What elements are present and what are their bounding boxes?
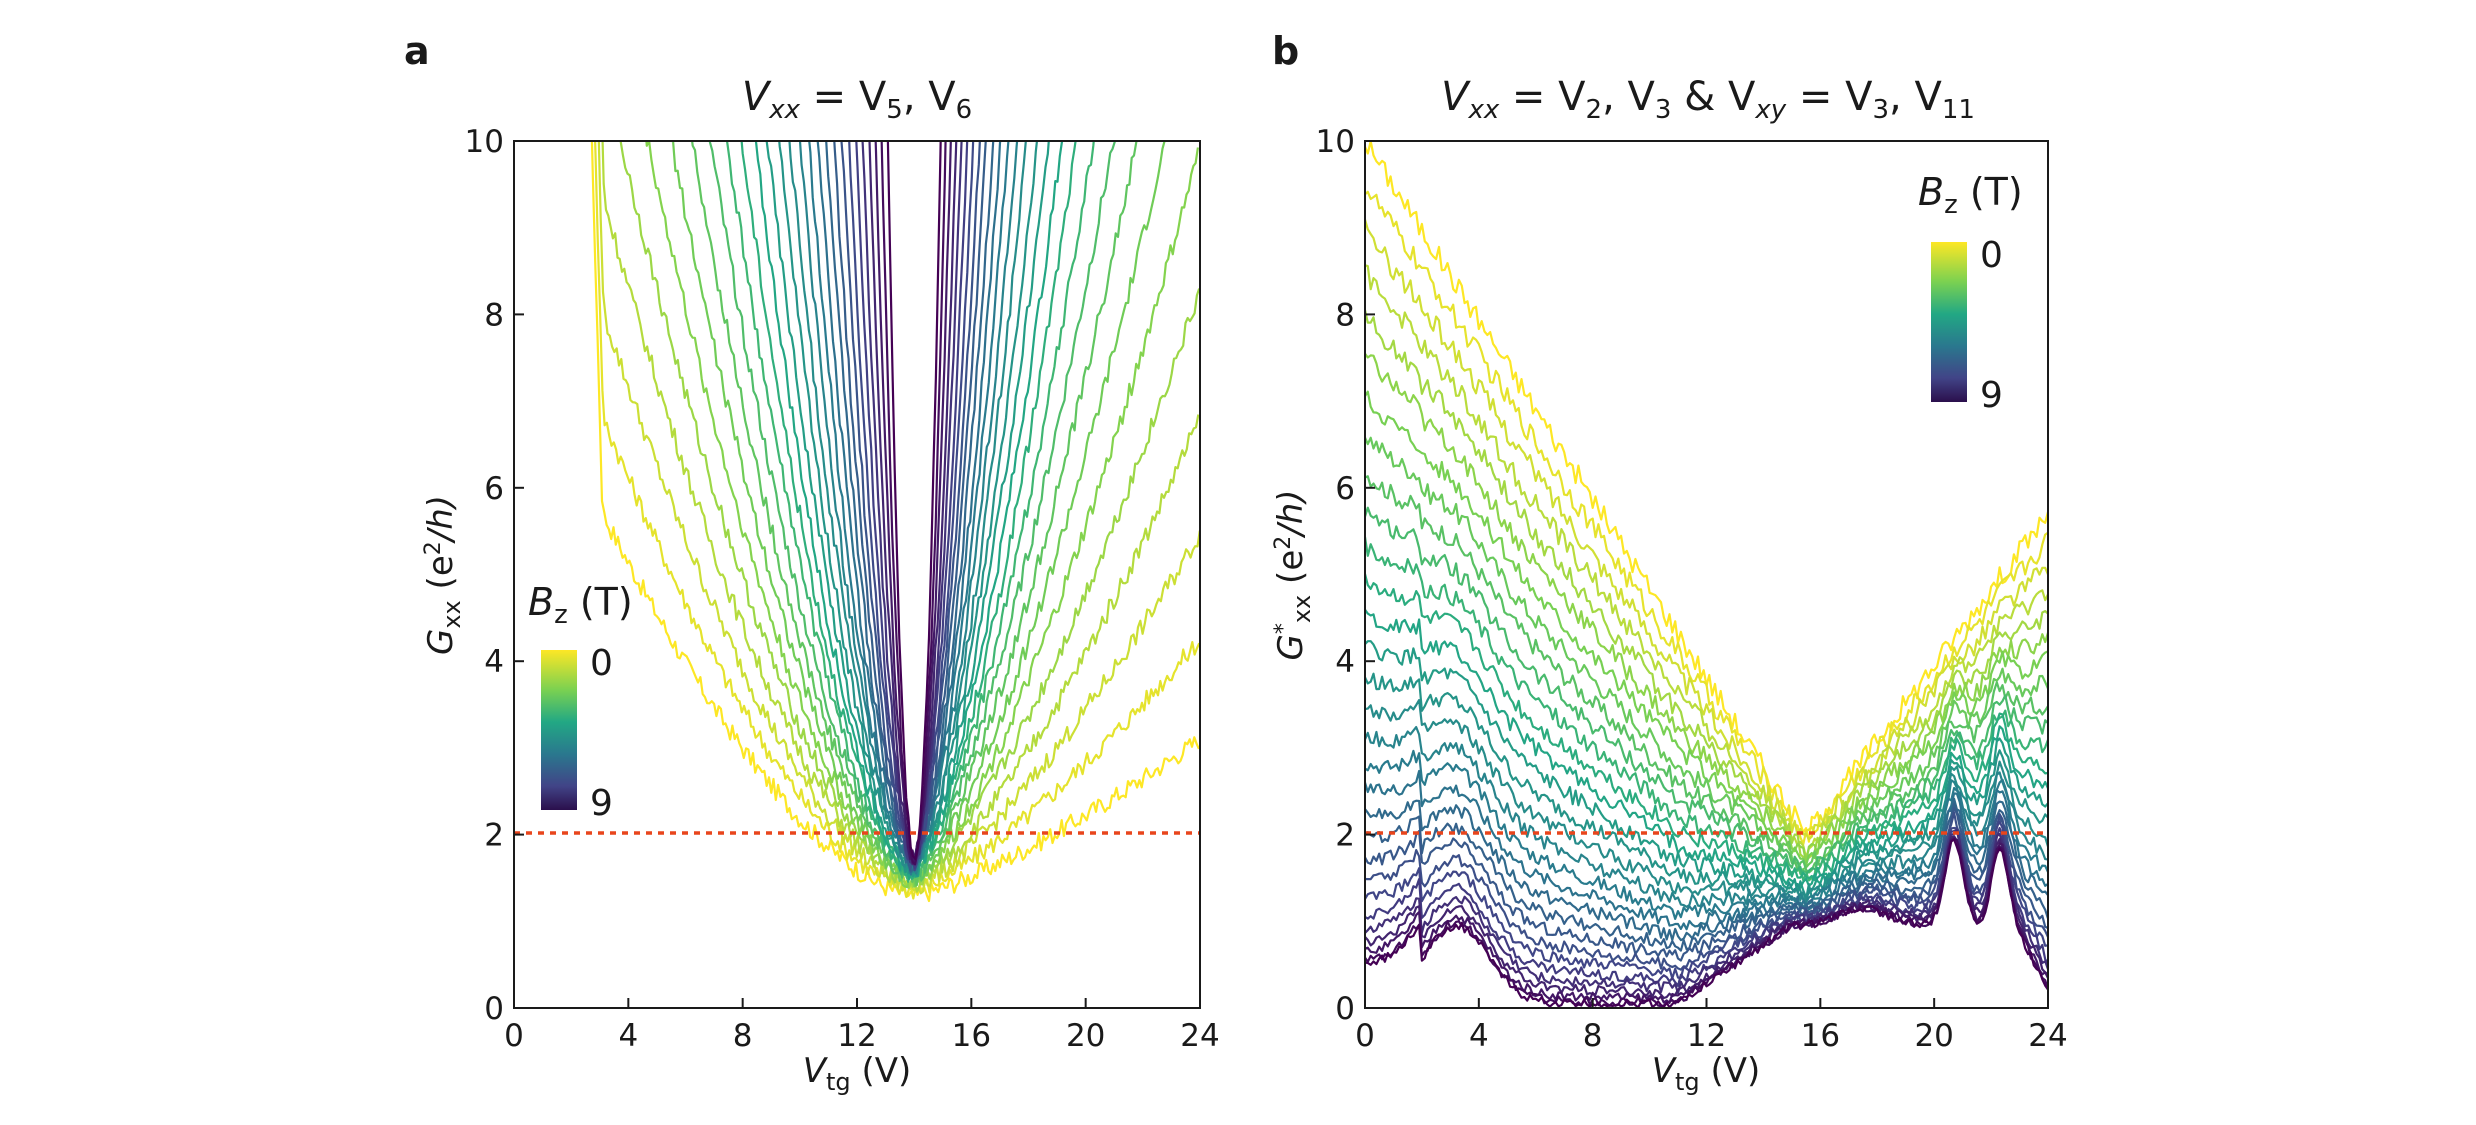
- panel-b-series-line: [1365, 838, 2048, 1008]
- panel-b-series-line: [1365, 699, 2048, 902]
- panel-a-series-line: [874, 141, 952, 864]
- panel-a-series-line: [848, 141, 975, 872]
- panel-a-series-line: [778, 141, 1039, 876]
- panel-a-x-tick-label: 12: [837, 1018, 876, 1054]
- panel-a-y-tick-label: 2: [484, 818, 504, 854]
- panel-a-x-tick-label: 20: [1066, 1018, 1105, 1054]
- panel-b-x-tick-label: 4: [1469, 1018, 1489, 1054]
- panel-letter-b: b: [1272, 29, 1299, 73]
- panel-b-x-tick-label: 0: [1355, 1018, 1375, 1054]
- panel-a-y-tick-label: 0: [484, 991, 504, 1027]
- panel-b-x-tick-label: 24: [2028, 1018, 2067, 1054]
- panel-b-y-tick-label: 0: [1335, 991, 1355, 1027]
- panel-b-series-line: [1365, 749, 2048, 920]
- panel-b-colorbar-bar: [1931, 242, 1967, 402]
- panel-b-series-line: [1365, 829, 2048, 995]
- panel-a-series-line: [798, 141, 1019, 875]
- panel-b-x-tick-label: 12: [1687, 1018, 1726, 1054]
- panel-b-series-line: [1365, 726, 2048, 908]
- panel-a-series-line: [708, 141, 1116, 879]
- panel-a-colorbar-label: Bz (T): [528, 580, 633, 630]
- panel-b-series-line: [1365, 475, 2048, 874]
- panel-b-series-line: [1365, 835, 2048, 1000]
- panel-a-series-line: [645, 141, 1199, 889]
- panel-a-colorbar-bar: [541, 650, 577, 810]
- panel-a-y-tick-label: 8: [484, 297, 504, 333]
- panel-a-colorbar-top: 0: [590, 643, 613, 684]
- panel-b-colorbar-top: 0: [1980, 235, 2003, 276]
- panel-a-x-tick-label: 8: [733, 1018, 753, 1054]
- panel-b-series-line: [1365, 536, 2048, 882]
- panel-a-series-line: [765, 141, 1050, 878]
- panel-b-series-line: [1365, 807, 2048, 962]
- panel-a-series-line: [669, 141, 1166, 888]
- panel-b-series-line: [1365, 826, 2048, 987]
- panel-b-colorbar: Bz (T) 0 9: [1918, 170, 2023, 416]
- panel-a-series: [590, 141, 1200, 903]
- panel-b-y-tick-label: 10: [1316, 124, 1355, 160]
- panel-a-y-axis-label: Gxx (e2/h): [421, 495, 466, 655]
- panel-b-series: [1365, 141, 2048, 1008]
- panel-b-x-tick-label: 20: [1914, 1018, 1953, 1054]
- panel-b-y-axis-label: G*xx (e2/h): [1271, 489, 1316, 660]
- panel-a-series-line: [594, 141, 1200, 900]
- panel-b-colorbar-bottom: 9: [1980, 375, 2003, 416]
- panel-b-series-line: [1365, 802, 2048, 952]
- panel-b-series-line: [1365, 190, 2048, 846]
- panel-b-x-axis-label: Vtg (V): [1652, 1051, 1761, 1096]
- panel-a-x-axis-label: Vtg (V): [803, 1051, 912, 1096]
- panel-letter-a: a: [404, 29, 430, 73]
- panel-b-colorbar-label: Bz (T): [1918, 170, 2023, 220]
- panel-a-y-tick-label: 4: [484, 644, 504, 680]
- panel-b-y-tick-label: 2: [1335, 818, 1355, 854]
- panel-b-series-line: [1365, 353, 2048, 864]
- panel-a-series-line: [861, 141, 963, 866]
- panel-a-series-line: [868, 141, 958, 866]
- panel-b-title: Vxx = V2, V3 & Vxy = V3, V11: [1441, 74, 1975, 125]
- panel-a-x-tick-label: 16: [952, 1018, 991, 1054]
- panel-a-x-tick-label: 0: [504, 1018, 524, 1054]
- panel-b-series-line: [1365, 640, 2048, 899]
- panel-b-series-line: [1365, 609, 2048, 889]
- panel-b-series-line: [1365, 436, 2048, 872]
- panel-b-x-tick-label: 8: [1583, 1018, 1603, 1054]
- panel-b-y-tick-label: 6: [1335, 471, 1355, 507]
- panel-a-title: Vxx = V5, V6: [742, 74, 972, 125]
- panel-b-series-line: [1365, 797, 2048, 942]
- panel-a-series-line: [840, 141, 981, 865]
- panel-a-x-tick-label: 4: [618, 1018, 638, 1054]
- panel-a-colorbar: Bz (T) 0 9: [528, 580, 633, 824]
- panel-b-x-tick-label: 16: [1801, 1018, 1840, 1054]
- panel-b-series-line: [1365, 506, 2048, 882]
- panel-b-series-line: [1365, 309, 2048, 862]
- panel-b-series-line: [1365, 811, 2048, 971]
- panel-b-series-line: [1365, 219, 2048, 841]
- panel-b-series-line: [1365, 264, 2048, 859]
- panel-b-series-line: [1365, 672, 2048, 901]
- panel-a-series-line: [886, 141, 942, 860]
- panel-a-series-line: [619, 141, 1200, 890]
- panel-a-series-line: [601, 141, 1200, 893]
- panel-a-x-tick-label: 24: [1180, 1018, 1219, 1054]
- panel-b-y-tick-label: 8: [1335, 297, 1355, 333]
- panel-a-y-tick-label: 10: [465, 124, 504, 160]
- panel-b-series-line: [1365, 573, 2048, 882]
- panel-a-colorbar-bottom: 9: [590, 783, 613, 824]
- panel-a-y-tick-label: 6: [484, 471, 504, 507]
- panel-b-series-line: [1365, 820, 2048, 980]
- panel-a-series-line: [808, 141, 1010, 876]
- panel-a-series-line: [590, 141, 1200, 903]
- panel-b-y-tick-label: 4: [1335, 644, 1355, 680]
- panel-b: b Vxx = V2, V3 & Vxy = V3, V11 0 4 8 12 16 20…: [1271, 29, 2068, 1096]
- panel-a-series-line: [754, 141, 1064, 881]
- panel-a-series-line: [825, 141, 995, 873]
- panel-a-series-line: [880, 141, 947, 866]
- panel-b-series-line: [1365, 836, 2048, 1004]
